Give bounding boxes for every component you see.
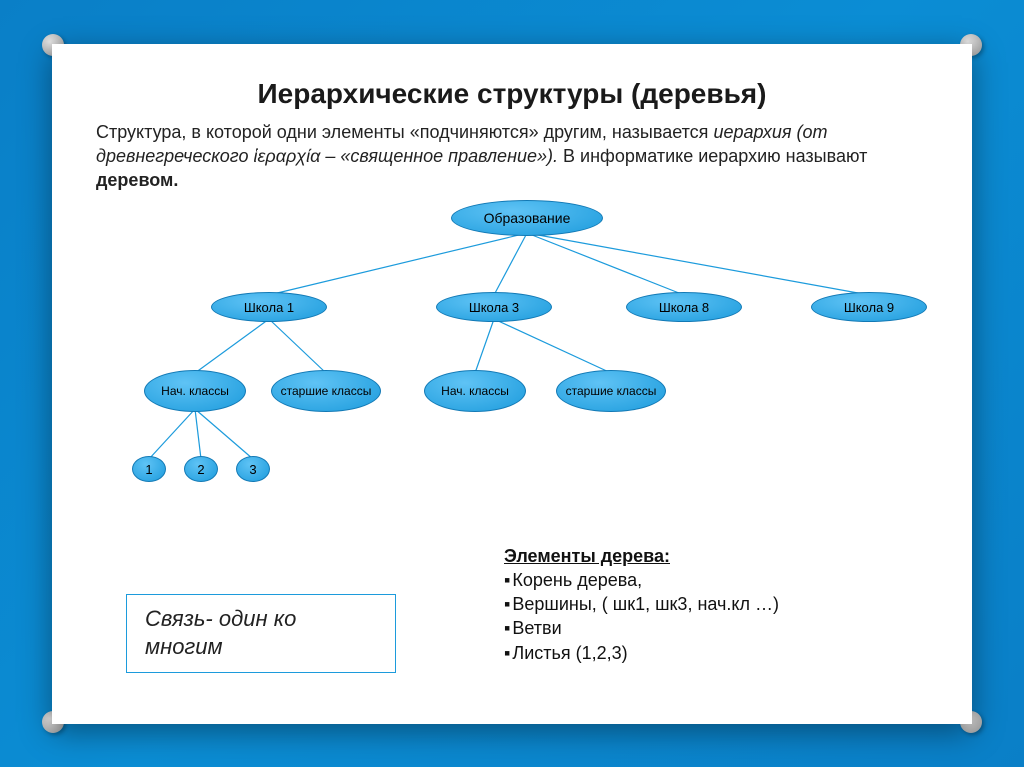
tree-node: Нач. классы bbox=[424, 370, 526, 412]
tree-node: 3 bbox=[236, 456, 270, 482]
background: Иерархические структуры (деревья) Структ… bbox=[0, 0, 1024, 767]
legend-item: Листья (1,2,3) bbox=[504, 641, 779, 665]
tree-node: старшие классы bbox=[556, 370, 666, 412]
slide-description: Структура, в которой одни элементы «подч… bbox=[96, 120, 928, 193]
tree-node: Школа 9 bbox=[811, 292, 927, 322]
tree-edges bbox=[96, 200, 928, 500]
tree-legend: Элементы дерева: Корень дерева,Вершины, … bbox=[504, 544, 779, 665]
tree-diagram: Образование Школа 1 Школа 3 Школа 8 Школа 9 Н… bbox=[96, 200, 928, 500]
tree-node: Школа 3 bbox=[436, 292, 552, 322]
tree-node: Образование bbox=[451, 200, 603, 236]
desc-part2: В информатике иерархию называют bbox=[558, 146, 867, 166]
tree-node: 2 bbox=[184, 456, 218, 482]
relation-box: Связь- один ко многим bbox=[126, 594, 396, 673]
desc-bold: деревом. bbox=[96, 170, 178, 190]
tree-node: старшие классы bbox=[271, 370, 381, 412]
legend-item: Вершины, ( шк1, шк3, нач.кл …) bbox=[504, 592, 779, 616]
relation-line2: многим bbox=[145, 633, 377, 662]
legend-item: Ветви bbox=[504, 616, 779, 640]
desc-part1: Структура, в которой одни элементы «подч… bbox=[96, 122, 713, 142]
tree-node: Школа 1 bbox=[211, 292, 327, 322]
legend-item: Корень дерева, bbox=[504, 568, 779, 592]
tree-node: Школа 8 bbox=[626, 292, 742, 322]
tree-node: Нач. классы bbox=[144, 370, 246, 412]
slide-card: Иерархические структуры (деревья) Структ… bbox=[52, 44, 972, 724]
relation-line1: Связь- один ко bbox=[145, 605, 377, 634]
legend-title: Элементы дерева: bbox=[504, 544, 779, 568]
tree-node: 1 bbox=[132, 456, 166, 482]
slide-title: Иерархические структуры (деревья) bbox=[96, 78, 928, 110]
